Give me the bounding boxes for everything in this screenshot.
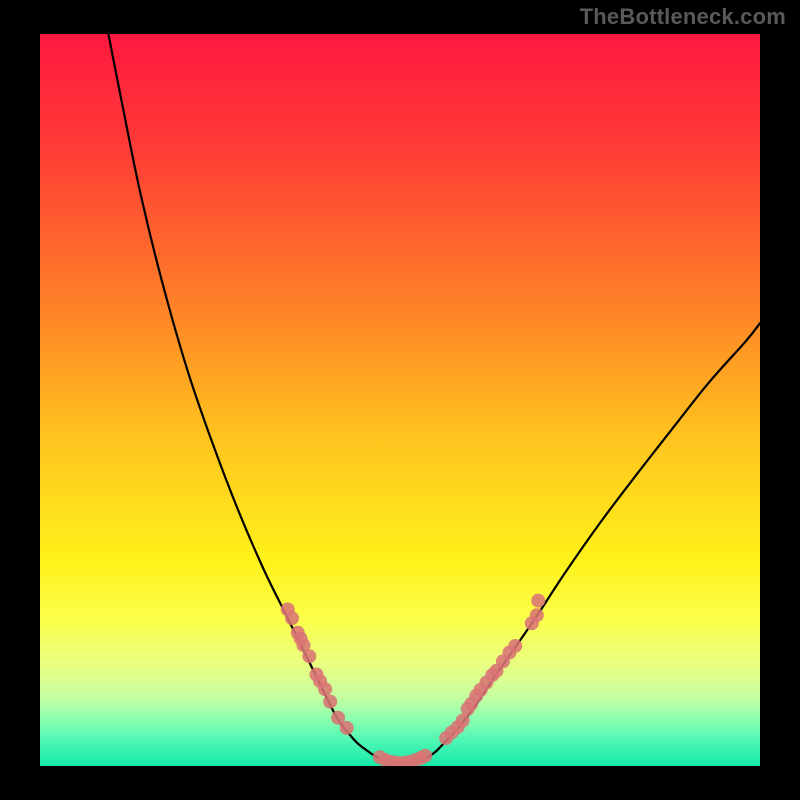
scatter-bottom_cluster — [418, 749, 432, 763]
scatter-left_cluster — [285, 611, 299, 625]
scatter-left_cluster — [323, 695, 337, 709]
watermark-label: TheBottleneck.com — [580, 4, 786, 30]
scatter-right_cluster — [530, 608, 544, 622]
scatter-right_cluster — [508, 639, 522, 653]
scatter-left_cluster — [302, 649, 316, 663]
plot-background — [40, 34, 760, 766]
bottleneck-chart — [0, 0, 800, 800]
scatter-left_cluster — [340, 721, 354, 735]
scatter-left_cluster — [318, 682, 332, 696]
scatter-right_outlier — [531, 594, 545, 608]
